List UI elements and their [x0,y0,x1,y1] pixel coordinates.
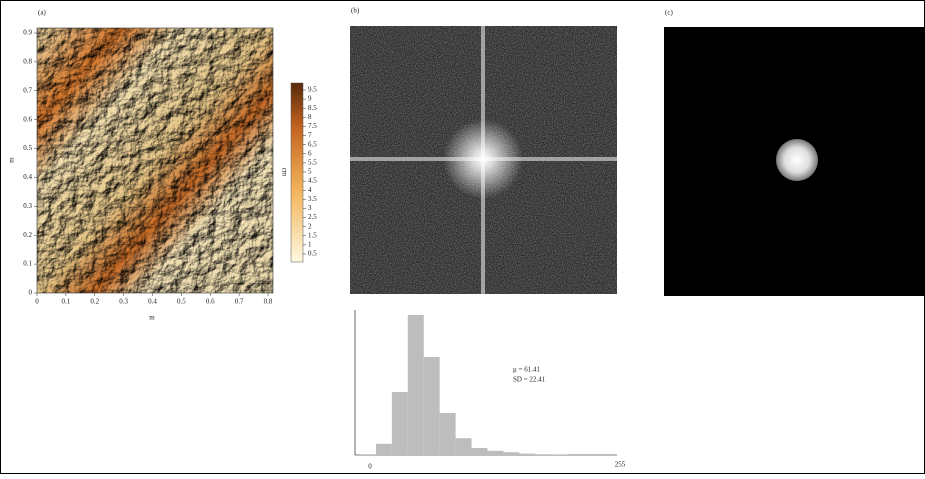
x-tick-label: 0.1 [62,298,71,306]
colorbar-tick-label: 5.5 [308,158,317,166]
y-tick-label: 0.1 [23,260,32,268]
colorbar-tick-label: 5 [308,168,312,176]
y-tick-label: 0.9 [23,29,32,37]
hist-bar [440,413,456,455]
x-axis-label: m [149,314,155,322]
colorbar-tick-label: 0.5 [308,250,317,258]
x-tick-label: 0.8 [264,298,273,306]
x-tick-label: 0.4 [148,298,157,306]
y-tick-label: 0 [29,289,33,297]
hist-bar [535,454,551,455]
colorbar-tick-label: 4.5 [308,177,317,185]
terrain-shading [37,28,273,293]
y-tick-label: 0.7 [23,86,32,94]
colorbar-tick-label: 3 [308,204,312,212]
hist-bar [408,315,424,455]
colorbar-tick-label: 7.5 [308,122,317,130]
colorbar-tick-label: 8 [308,113,312,121]
colorbar-tick-label: 8.5 [308,104,317,112]
colorbar-tick-label: 1 [308,240,312,248]
figure: (a) m m cm (b) μ = 61.41 SD = 22.41 (c) … [0,0,925,474]
hist-bar [392,392,408,455]
colorbar-label: cm [280,168,288,177]
hist-bar [424,357,440,455]
panel-label: (b) [351,7,360,15]
colorbar-tick-label: 1.5 [308,231,317,239]
colorbar-tick-label: 4 [308,186,312,194]
colorbar-tick-label: 6 [308,149,312,157]
x-tick-label: 0 [35,298,39,306]
hist-sd: SD = 22.41 [513,376,546,384]
hist-bar [472,448,488,455]
y-axis-label: m [8,157,16,163]
spectrum-center [443,119,523,199]
colorbar-tick-label: 7 [308,131,312,139]
hist-bar [519,454,535,455]
hist-bar [376,444,392,455]
colorbar-tick-label: 2.5 [308,213,317,221]
hist-bar [360,454,376,455]
panel-label: (a) [38,9,46,17]
hist-x-end: 255 [615,461,626,469]
colorbar-tick-label: 3.5 [308,195,317,203]
hist-mean: μ = 61.41 [513,366,540,374]
y-tick-label: 0.2 [23,231,32,239]
colorbar-tick-label: 9 [308,95,312,103]
hist-x-start: 0 [368,463,372,471]
y-tick-label: 0.6 [23,115,32,123]
x-tick-label: 0.5 [177,298,186,306]
hist-bar [488,451,504,455]
y-tick-label: 0.8 [23,57,32,65]
y-tick-label: 0.4 [23,173,32,181]
x-tick-label: 0.7 [235,298,244,306]
y-tick-label: 0.3 [23,202,32,210]
filter-disk [776,139,818,181]
colorbar-tick-label: 6.5 [308,140,317,148]
colorbar-tick-label: 9.5 [308,86,317,94]
panel-label: (c) [665,9,673,17]
colorbar [291,83,303,262]
y-tick-label: 0.5 [23,144,32,152]
x-tick-label: 0.2 [90,298,99,306]
hist-bar [503,452,519,455]
colorbar-tick-label: 2 [308,222,312,230]
hist-bar [456,438,472,455]
x-tick-label: 0.6 [206,298,215,306]
x-tick-label: 0.3 [119,298,128,306]
